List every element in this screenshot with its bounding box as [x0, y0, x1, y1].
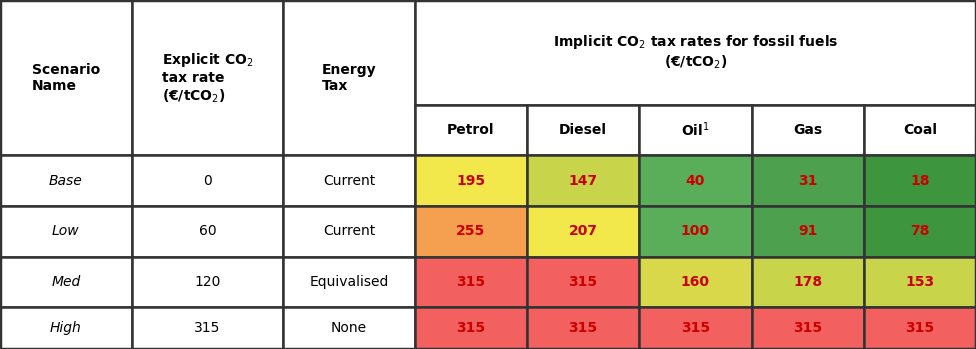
- Text: 315: 315: [194, 321, 221, 335]
- Bar: [527, 257, 639, 307]
- Bar: [415, 0, 976, 105]
- Bar: [639, 155, 752, 206]
- Bar: [527, 155, 639, 206]
- Text: 147: 147: [569, 173, 597, 188]
- Text: 91: 91: [798, 224, 817, 238]
- Bar: [639, 105, 752, 155]
- Text: Petrol: Petrol: [447, 123, 495, 137]
- Bar: [132, 307, 283, 349]
- Text: 315: 315: [569, 275, 597, 289]
- Bar: [283, 307, 415, 349]
- Text: 195: 195: [457, 173, 485, 188]
- Text: 315: 315: [793, 321, 822, 335]
- Bar: [0, 0, 132, 155]
- Bar: [283, 155, 415, 206]
- Bar: [639, 307, 752, 349]
- Text: Oil$^1$: Oil$^1$: [681, 121, 710, 139]
- Text: Diesel: Diesel: [559, 123, 607, 137]
- Bar: [752, 206, 864, 257]
- Bar: [415, 155, 527, 206]
- Bar: [0, 307, 132, 349]
- Text: Implicit CO$_2$ tax rates for fossil fuels
(€/tCO$_2$): Implicit CO$_2$ tax rates for fossil fue…: [552, 34, 838, 71]
- Bar: [639, 206, 752, 257]
- Bar: [0, 257, 132, 307]
- Text: 207: 207: [569, 224, 597, 238]
- Bar: [864, 155, 976, 206]
- Text: Base: Base: [49, 173, 83, 188]
- Text: 60: 60: [198, 224, 217, 238]
- Text: 160: 160: [681, 275, 710, 289]
- Text: 315: 315: [457, 321, 485, 335]
- Bar: [0, 206, 132, 257]
- Text: Energy
Tax: Energy Tax: [322, 62, 376, 93]
- Text: 315: 315: [681, 321, 710, 335]
- Bar: [527, 206, 639, 257]
- Bar: [752, 155, 864, 206]
- Bar: [639, 257, 752, 307]
- Bar: [415, 307, 527, 349]
- Text: 120: 120: [194, 275, 221, 289]
- Text: Current: Current: [323, 224, 375, 238]
- Text: 315: 315: [906, 321, 934, 335]
- Text: 0: 0: [203, 173, 212, 188]
- Bar: [283, 257, 415, 307]
- Text: 40: 40: [686, 173, 705, 188]
- Bar: [527, 307, 639, 349]
- Text: 178: 178: [793, 275, 822, 289]
- Text: 100: 100: [681, 224, 710, 238]
- Text: Current: Current: [323, 173, 375, 188]
- Bar: [283, 206, 415, 257]
- Bar: [415, 105, 527, 155]
- Bar: [283, 0, 415, 155]
- Bar: [415, 257, 527, 307]
- Text: 31: 31: [798, 173, 817, 188]
- Bar: [864, 257, 976, 307]
- Bar: [752, 105, 864, 155]
- Bar: [0, 155, 132, 206]
- Bar: [864, 307, 976, 349]
- Bar: [132, 155, 283, 206]
- Text: 18: 18: [911, 173, 929, 188]
- Text: 153: 153: [906, 275, 934, 289]
- Text: Equivalised: Equivalised: [309, 275, 388, 289]
- Text: 315: 315: [457, 275, 485, 289]
- Text: 255: 255: [457, 224, 485, 238]
- Bar: [132, 0, 283, 155]
- Bar: [132, 257, 283, 307]
- Bar: [752, 257, 864, 307]
- Text: 78: 78: [911, 224, 929, 238]
- Bar: [527, 105, 639, 155]
- Text: High: High: [50, 321, 82, 335]
- Text: Explicit CO$_2$
tax rate
(€/tCO$_2$): Explicit CO$_2$ tax rate (€/tCO$_2$): [162, 51, 253, 105]
- Bar: [864, 206, 976, 257]
- Bar: [752, 307, 864, 349]
- Text: Low: Low: [52, 224, 80, 238]
- Text: Scenario
Name: Scenario Name: [32, 62, 100, 93]
- Text: None: None: [331, 321, 367, 335]
- Text: 315: 315: [569, 321, 597, 335]
- Bar: [415, 206, 527, 257]
- Text: Gas: Gas: [793, 123, 822, 137]
- Bar: [132, 206, 283, 257]
- Text: Med: Med: [52, 275, 80, 289]
- Text: Coal: Coal: [903, 123, 937, 137]
- Bar: [864, 105, 976, 155]
